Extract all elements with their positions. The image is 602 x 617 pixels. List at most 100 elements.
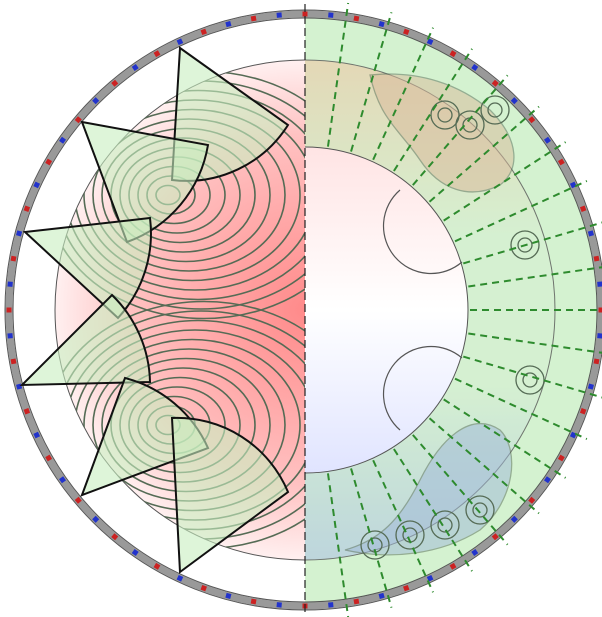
- radial-dash: [443, 141, 567, 222]
- ring-tick: [449, 50, 457, 58]
- ring-tick: [557, 158, 565, 166]
- ring-tick: [302, 11, 308, 17]
- ring-tick: [33, 181, 41, 189]
- ring-tick: [225, 21, 232, 28]
- radial-dash: [372, 459, 434, 593]
- ring-tick: [33, 431, 41, 439]
- ring-tick: [597, 333, 602, 339]
- ring-tick: [131, 64, 139, 72]
- ring-tick: [276, 12, 282, 18]
- ring-tick: [557, 454, 565, 462]
- radial-dash: [428, 105, 540, 203]
- radial-dashes: [326, 2, 602, 617]
- ring-tick: [23, 408, 31, 415]
- ring-tick: [250, 15, 257, 22]
- ring-tick: [92, 97, 100, 105]
- radial-dash: [326, 473, 350, 617]
- wedges: [19, 46, 290, 574]
- right-contours: [360, 95, 545, 560]
- radial-dash: [443, 398, 567, 479]
- contour: [465, 495, 495, 525]
- ring-tick: [153, 50, 161, 58]
- radial-dash: [393, 448, 473, 572]
- ring-tick: [59, 476, 67, 484]
- inner-disk: [305, 146, 469, 474]
- wedge: [170, 416, 290, 574]
- ring-tick: [250, 598, 257, 605]
- ring-tick: [153, 562, 161, 570]
- ring-tick: [587, 383, 594, 390]
- radial-dash: [428, 417, 540, 515]
- ring-tick: [543, 136, 551, 144]
- radial-dash: [350, 468, 393, 608]
- ring-tick: [200, 28, 207, 36]
- bump-top: [382, 189, 463, 275]
- ring-tick: [449, 562, 457, 570]
- radial-dash: [468, 266, 602, 288]
- ring-tick: [7, 281, 13, 287]
- radial-dash: [350, 12, 393, 152]
- ring-tick: [16, 230, 23, 237]
- ring-tick: [6, 307, 12, 313]
- blob-bottom: [344, 423, 513, 556]
- contour: [395, 520, 425, 550]
- ring-tick: [597, 281, 602, 287]
- contour: [472, 502, 488, 518]
- ring-tick: [569, 181, 577, 189]
- ring-tick: [45, 454, 53, 462]
- ring-tick: [598, 307, 602, 313]
- ring-tick: [176, 574, 184, 582]
- ring-tick: [471, 548, 479, 556]
- ring-ticks: [6, 11, 602, 609]
- ring-tick: [200, 584, 207, 592]
- radial-dash: [454, 180, 588, 243]
- ring-tick: [7, 333, 13, 339]
- contour: [437, 517, 453, 533]
- ring-tick: [45, 158, 53, 166]
- ring-tick: [176, 38, 184, 46]
- bump-bottom: [382, 345, 463, 431]
- ring-tick: [23, 205, 31, 212]
- ring-tick: [593, 358, 600, 365]
- ring-tick: [353, 598, 360, 605]
- ring-tick: [579, 205, 587, 212]
- ring-tick: [111, 533, 119, 541]
- ring-tick: [471, 64, 479, 72]
- ring-tick: [403, 584, 410, 592]
- contour: [360, 530, 390, 560]
- ring-tick: [74, 496, 82, 504]
- contour: [455, 110, 485, 140]
- contour: [522, 372, 538, 388]
- radial-dash: [372, 27, 434, 161]
- ring-tick: [328, 12, 334, 18]
- ring-tick: [587, 230, 594, 237]
- wedge: [19, 293, 152, 387]
- ring-tick: [111, 79, 119, 87]
- ring-tick: [92, 515, 100, 523]
- radial-dash: [454, 377, 588, 440]
- contour: [487, 102, 503, 118]
- ring-tick: [131, 548, 139, 556]
- radial-dash: [468, 332, 602, 354]
- right-half: [305, 17, 598, 603]
- contour: [430, 510, 460, 540]
- ring-tick: [491, 79, 499, 87]
- ring-tick: [59, 136, 67, 144]
- radial-dash: [463, 355, 602, 399]
- ring-tick: [378, 21, 385, 28]
- ring-tick: [528, 116, 536, 124]
- ring-tick: [593, 255, 600, 262]
- contour: [510, 230, 540, 260]
- ring-tick: [528, 496, 536, 504]
- ring-tick: [543, 476, 551, 484]
- ring-tick: [74, 116, 82, 124]
- radial-dash: [393, 48, 473, 172]
- contour: [437, 107, 453, 123]
- radial-dash: [412, 74, 509, 186]
- contour: [517, 237, 533, 253]
- ring-tick: [569, 431, 577, 439]
- ring-tick: [378, 592, 385, 599]
- ring-tick: [579, 408, 587, 415]
- ring-tick: [403, 28, 410, 36]
- ring-tick: [353, 15, 360, 22]
